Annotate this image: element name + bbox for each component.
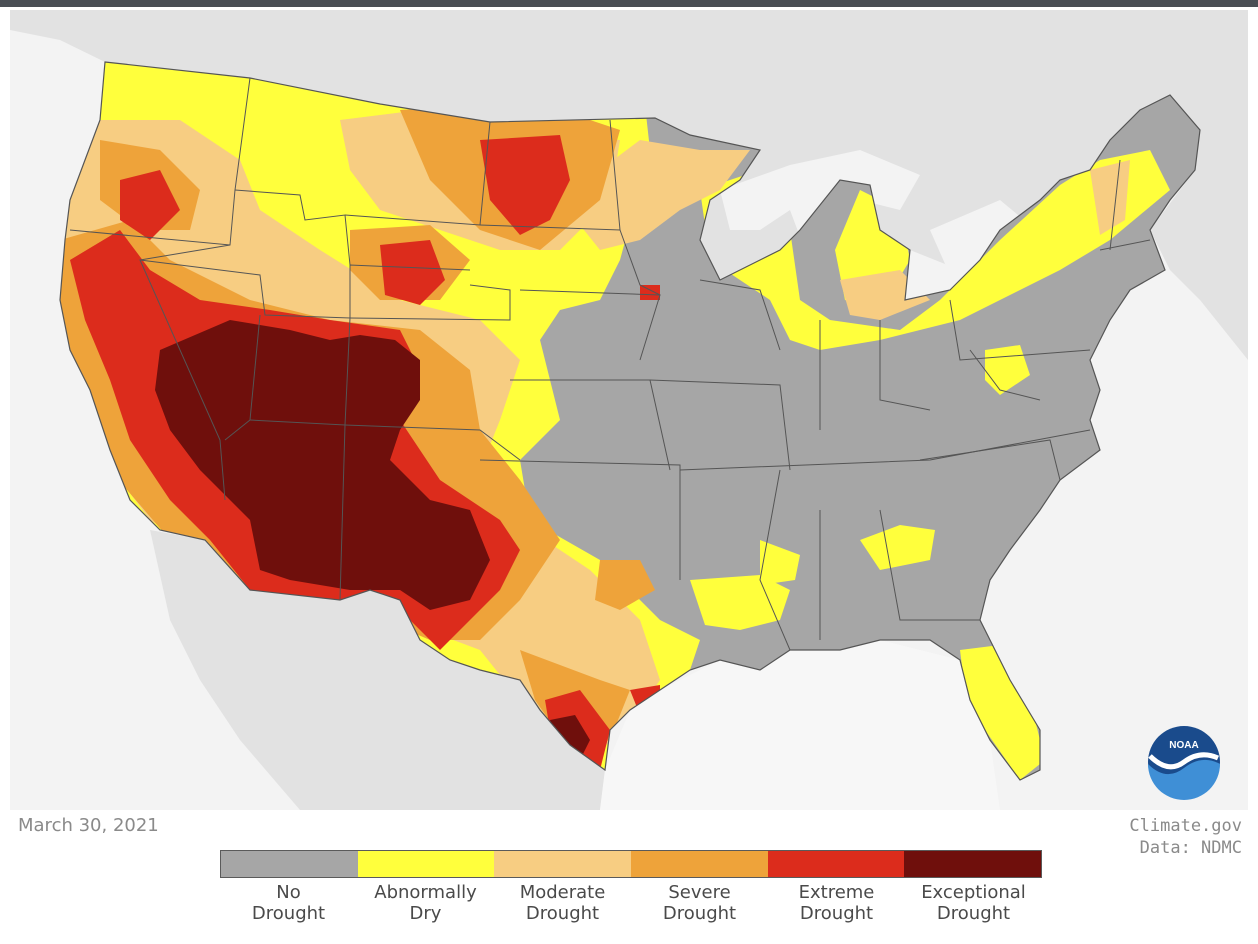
noaa-logo-icon: NOAA xyxy=(1146,724,1222,804)
legend-label-severe-drought: Severe Drought xyxy=(631,882,768,924)
noaa-logo-text: NOAA xyxy=(1169,740,1198,751)
legend-label-line2: Drought xyxy=(662,903,737,924)
top-bar xyxy=(0,0,1258,7)
canada-landmass xyxy=(10,10,1248,360)
legend-label-line1: No xyxy=(276,882,301,903)
legend-label-no-drought: No Drought xyxy=(220,882,357,924)
legend-color-bar xyxy=(220,850,1042,878)
drought-map xyxy=(10,10,1248,810)
legend-label-line1: Severe xyxy=(668,882,731,903)
legend-label-line2: Drought xyxy=(251,903,326,924)
mexico-landmass xyxy=(150,530,605,810)
credit-data: Data: NDMC xyxy=(1139,838,1242,858)
legend-label-line2: Drought xyxy=(525,903,600,924)
legend-label-exceptional-drought: Exceptional Drought xyxy=(905,882,1042,924)
legend-swatch-severe-drought xyxy=(631,851,768,877)
gulf-of-mexico xyxy=(600,640,1000,810)
legend-label-line1: Moderate xyxy=(519,882,606,903)
map-date: March 30, 2021 xyxy=(18,815,159,836)
state-borders xyxy=(69,77,1151,651)
legend-label-extreme-drought: Extreme Drought xyxy=(768,882,905,924)
legend-swatch-no-drought xyxy=(221,851,358,877)
legend-swatch-exceptional-drought xyxy=(904,851,1042,877)
legend-label-line2: Dry xyxy=(409,903,442,924)
legend-swatch-abnormally-dry xyxy=(357,851,495,877)
legend-label-line1: Extreme xyxy=(798,882,875,903)
legend-swatch-moderate-drought xyxy=(494,851,632,877)
legend-label-line1: Exceptional xyxy=(921,882,1026,903)
legend-label-line2: Drought xyxy=(799,903,874,924)
legend-labels: No Drought Abnormally Dry Moderate Droug… xyxy=(220,882,1042,924)
map-credit: Climate.gov Data: NDMC xyxy=(1129,815,1242,859)
legend-label-moderate-drought: Moderate Drought xyxy=(494,882,631,924)
credit-source[interactable]: Climate.gov xyxy=(1129,816,1242,836)
legend-swatch-extreme-drought xyxy=(767,851,905,877)
legend-label-abnormally-dry: Abnormally Dry xyxy=(357,882,494,924)
legend-label-line1: Abnormally xyxy=(374,882,477,903)
legend-label-line2: Drought xyxy=(936,903,1011,924)
great-lakes xyxy=(720,150,1030,300)
